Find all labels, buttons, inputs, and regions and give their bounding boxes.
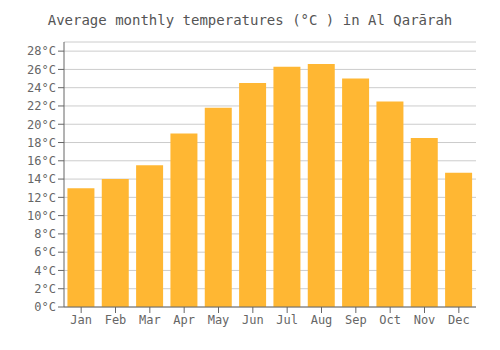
svg-text:Dec: Dec <box>448 313 470 327</box>
svg-text:14°C: 14°C <box>27 172 56 186</box>
svg-text:0°C: 0°C <box>34 300 56 314</box>
svg-text:8°C: 8°C <box>34 227 56 241</box>
svg-text:6°C: 6°C <box>34 245 56 259</box>
svg-text:2°C: 2°C <box>34 282 56 296</box>
svg-text:May: May <box>208 313 230 327</box>
svg-text:Jan: Jan <box>70 313 92 327</box>
svg-text:20°C: 20°C <box>27 118 56 132</box>
svg-text:10°C: 10°C <box>27 209 56 223</box>
svg-text:Aug: Aug <box>311 313 333 327</box>
svg-text:4°C: 4°C <box>34 264 56 278</box>
svg-text:16°C: 16°C <box>27 154 56 168</box>
svg-text:Nov: Nov <box>414 313 436 327</box>
svg-text:24°C: 24°C <box>27 81 56 95</box>
svg-text:Jun: Jun <box>242 313 264 327</box>
svg-text:Mar: Mar <box>139 313 161 327</box>
svg-text:28°C: 28°C <box>27 44 56 58</box>
svg-text:Apr: Apr <box>173 313 195 327</box>
svg-text:22°C: 22°C <box>27 99 56 113</box>
svg-text:26°C: 26°C <box>27 63 56 77</box>
html-text:Average monthly temperatures (: Average monthly temperatures (°C ) in Al… <box>47 12 453 28</box>
svg-text:12°C: 12°C <box>27 191 56 205</box>
svg-text:Sep: Sep <box>345 313 367 327</box>
svg-text:Feb: Feb <box>105 313 127 327</box>
svg-text:18°C: 18°C <box>27 136 56 150</box>
svg-text:Jul: Jul <box>276 313 298 327</box>
svg-text:Oct: Oct <box>379 313 401 327</box>
